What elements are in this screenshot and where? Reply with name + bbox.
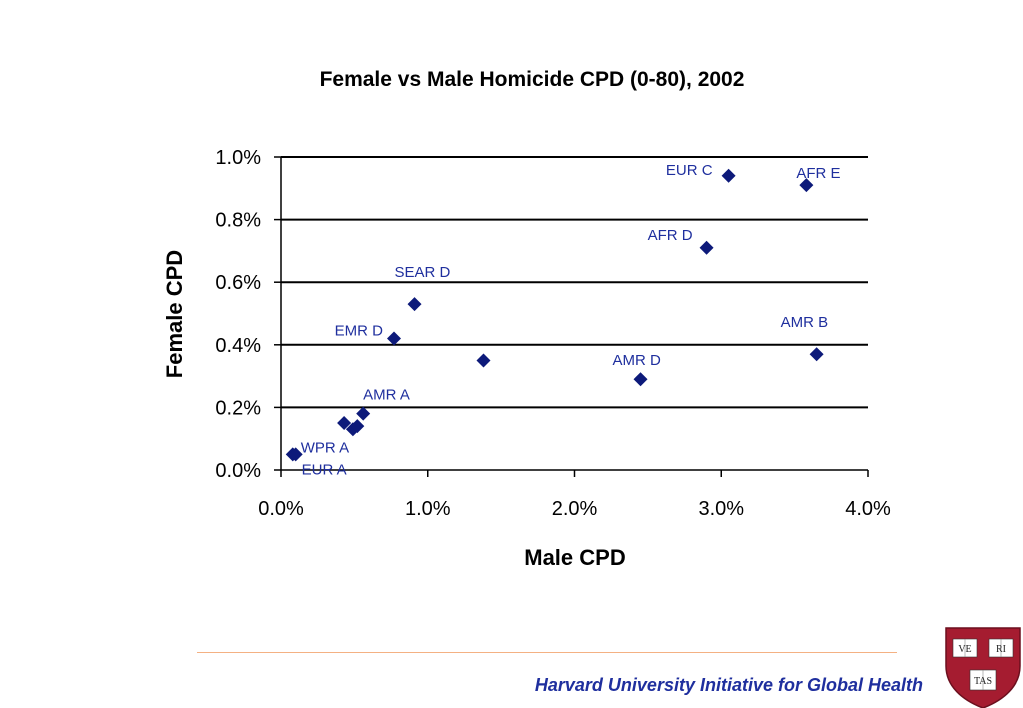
data-point: [809, 347, 824, 362]
data-point: [721, 168, 736, 183]
x-tick-label: 1.0%: [405, 498, 451, 520]
y-tick-label: 0.4%: [215, 335, 261, 357]
data-point: [386, 331, 401, 346]
axes: [274, 156, 869, 477]
point-label: AMR B: [781, 314, 829, 331]
y-tick-label: 0.0%: [215, 460, 261, 482]
footer-text: Harvard University Initiative for Global…: [534, 675, 923, 695]
logo-word-ri: RI: [996, 644, 1006, 655]
y-axis-title: Female CPD: [162, 250, 187, 378]
point-label: AMR A: [363, 387, 410, 404]
data-point: [356, 406, 371, 421]
x-tick-label: 3.0%: [698, 498, 744, 520]
logo-word-ve: VE: [958, 644, 971, 655]
point-label: EMR D: [335, 323, 384, 340]
y-tick-label: 0.2%: [215, 397, 261, 419]
gridlines: [281, 156, 868, 409]
point-label: SEAR D: [395, 264, 451, 281]
data-point: [633, 372, 648, 387]
harvard-shield-icon: VE RI TAS: [945, 627, 1021, 708]
y-tick-label: 1.0%: [215, 147, 261, 169]
chart-title: Female vs Male Homicide CPD (0-80), 2002: [320, 68, 745, 91]
point-label: AFR E: [796, 165, 840, 182]
point-label: EUR C: [666, 162, 713, 179]
point-label: AFR D: [648, 227, 693, 244]
data-points: [285, 168, 824, 462]
data-point: [337, 416, 352, 431]
data-point: [407, 297, 422, 312]
data-point: [476, 353, 491, 368]
data-point: [799, 178, 814, 193]
x-tick-label: 4.0%: [845, 498, 891, 520]
logo-word-tas: TAS: [974, 676, 992, 687]
point-labels: WPR A EUR A AMR A EMR D SEAR D AMR D AFR D EUR …: [301, 162, 841, 479]
point-label: AMR D: [613, 352, 662, 369]
x-tick-label: 0.0%: [258, 498, 304, 520]
data-point: [288, 447, 303, 462]
tick-labels: 0.0% 0.2% 0.4% 0.6% 0.8% 1.0% 0.0% 1.0% 2.0% 3.0%…: [215, 147, 891, 520]
y-tick-label: 0.8%: [215, 210, 261, 232]
data-point: [699, 240, 714, 255]
point-label: EUR A: [302, 461, 347, 478]
y-tick-label: 0.6%: [215, 272, 261, 294]
x-axis-title: Male CPD: [524, 545, 625, 570]
footer-divider: [197, 652, 897, 653]
point-label: WPR A: [301, 439, 349, 456]
data-point: [350, 419, 365, 434]
x-tick-label: 2.0%: [552, 498, 598, 520]
